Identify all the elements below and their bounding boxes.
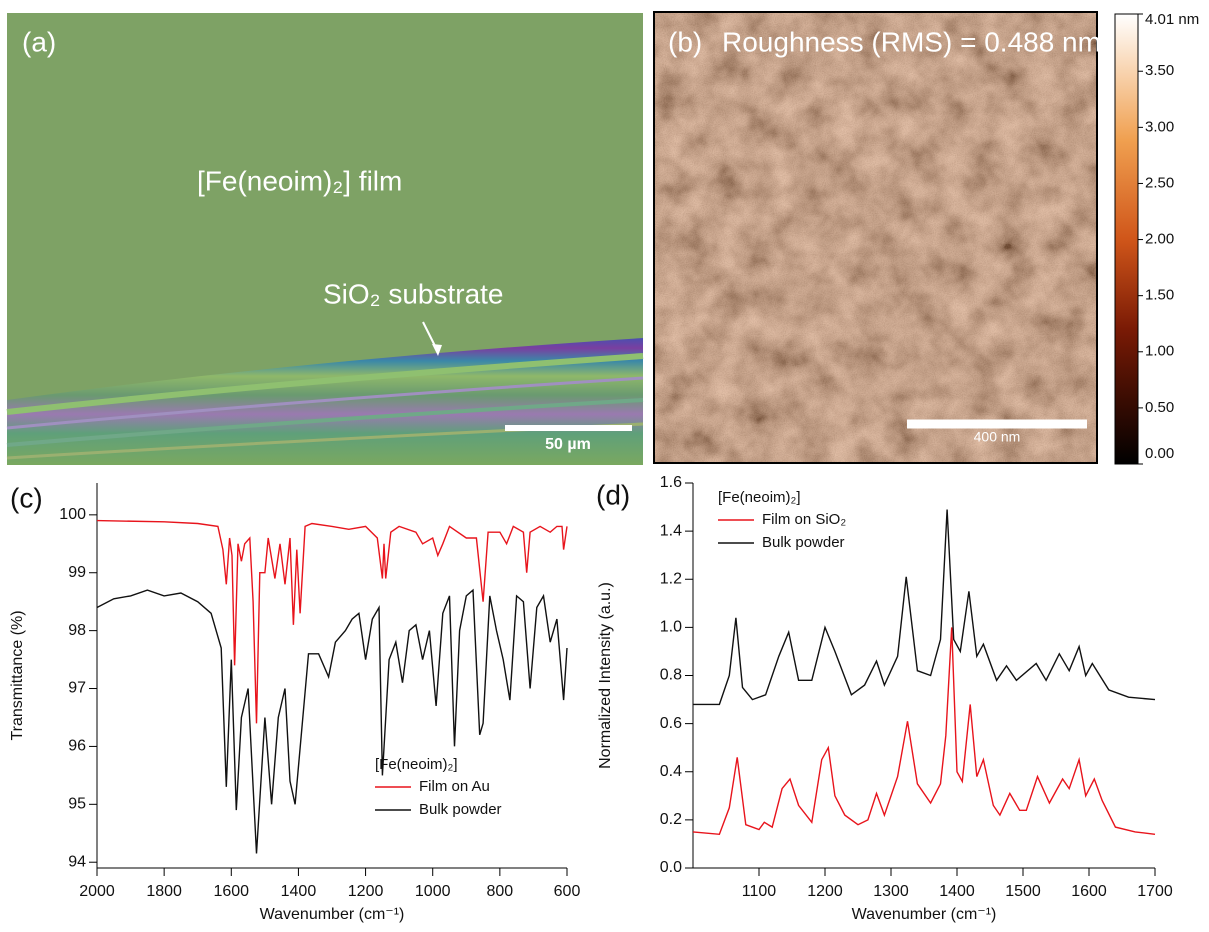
x-tick-label: 1000: [415, 883, 451, 900]
series-line: [96, 588, 568, 854]
panel-a: (a) [Fe(neoim)₂] film SiO₂ substrate 50 …: [6, 13, 644, 465]
panel-label: (d): [596, 479, 630, 510]
series-line: [693, 509, 1156, 706]
roughness-label: Roughness (RMS) = 0.488 nm: [722, 26, 1101, 57]
x-axis-label: Wavenumber (cm⁻¹): [260, 906, 405, 923]
substrate-label: SiO₂ substrate: [323, 278, 504, 309]
colorbar-tick-label: 3.50: [1145, 62, 1174, 79]
x-tick-label: 1800: [146, 883, 182, 900]
y-tick-label: 96: [68, 738, 86, 755]
legend-title: [Fe(neoim)₂]: [375, 756, 458, 773]
y-tick-label: 97: [68, 680, 86, 697]
series-line: [692, 627, 1156, 836]
y-axis-label: Transmittance (%): [9, 610, 26, 740]
x-tick-label: 1200: [807, 883, 843, 900]
y-tick-label: 95: [68, 796, 86, 813]
x-axis-label: Wavenumber (cm⁻¹): [852, 906, 997, 923]
arrow-head: [432, 344, 442, 356]
x-tick-label: 1600: [213, 883, 249, 900]
x-tick-label: 1500: [1005, 883, 1041, 900]
scale-bar-label: 50 µm: [545, 436, 591, 453]
panel-label: (a): [22, 26, 56, 57]
legend-label: Film on SiO₂: [762, 511, 846, 528]
colorbar-tick-label: 1.00: [1145, 343, 1174, 360]
x-tick-label: 1400: [281, 883, 317, 900]
stripe: [6, 398, 644, 447]
afm-grain: [655, 13, 1096, 462]
legend-label: Film on Au: [419, 778, 490, 795]
y-tick-label: 1.4: [660, 522, 682, 539]
y-tick-label: 1.6: [660, 474, 682, 491]
panel-b: (b) Roughness (RMS) = 0.488 nm 400 nm: [653, 11, 1139, 465]
x-tick-label: 1100: [742, 883, 777, 900]
colorbar-tick-label: 0.50: [1145, 399, 1174, 416]
legend-label: Bulk powder: [419, 801, 502, 818]
colorbar-tick-label: 3.00: [1145, 118, 1174, 135]
colorbar: [1114, 13, 1139, 465]
y-tick-label: 0.2: [660, 811, 682, 828]
y-tick-label: 99: [68, 564, 86, 581]
colorbar-tick-label: 1.50: [1145, 287, 1174, 304]
colorbar-tick-label: 4.01 nm: [1145, 11, 1199, 28]
x-tick-label: 600: [554, 883, 581, 900]
y-tick-label: 1.0: [660, 619, 682, 636]
y-tick-label: 0.8: [660, 667, 682, 684]
film-label: [Fe(neoim)₂] film: [197, 165, 402, 196]
scale-bar-label: 400 nm: [974, 429, 1021, 445]
series-line: [96, 519, 568, 724]
legend-label: Bulk powder: [762, 534, 845, 551]
x-tick-label: 1200: [348, 883, 384, 900]
x-tick-label: 1600: [1071, 883, 1107, 900]
x-tick-label: 1700: [1137, 883, 1173, 900]
x-tick-label: 1300: [873, 883, 909, 900]
y-tick-label: 98: [68, 622, 86, 639]
y-tick-label: 94: [68, 853, 86, 870]
y-tick-label: 0.6: [660, 715, 682, 732]
y-tick-label: 0.4: [660, 763, 682, 780]
colorbar-tick-label: 0.00: [1145, 445, 1174, 462]
panel-label: (c): [10, 482, 43, 513]
y-tick-label: 0.0: [660, 859, 682, 876]
y-tick-label: 100: [59, 506, 86, 523]
y-axis-label: Normalized Intensity (a.u.): [597, 582, 614, 769]
stripe: [6, 376, 644, 430]
x-tick-label: 2000: [79, 883, 115, 900]
x-tick-label: 1400: [939, 883, 975, 900]
legend-title: [Fe(neoim)₂]: [718, 489, 801, 506]
y-tick-label: 1.2: [660, 570, 682, 587]
stripe: [6, 353, 644, 415]
colorbar-tick-label: 2.00: [1145, 231, 1174, 248]
panel-label: (b): [668, 26, 702, 57]
x-tick-label: 800: [487, 883, 514, 900]
colorbar-tick-label: 2.50: [1145, 174, 1174, 191]
